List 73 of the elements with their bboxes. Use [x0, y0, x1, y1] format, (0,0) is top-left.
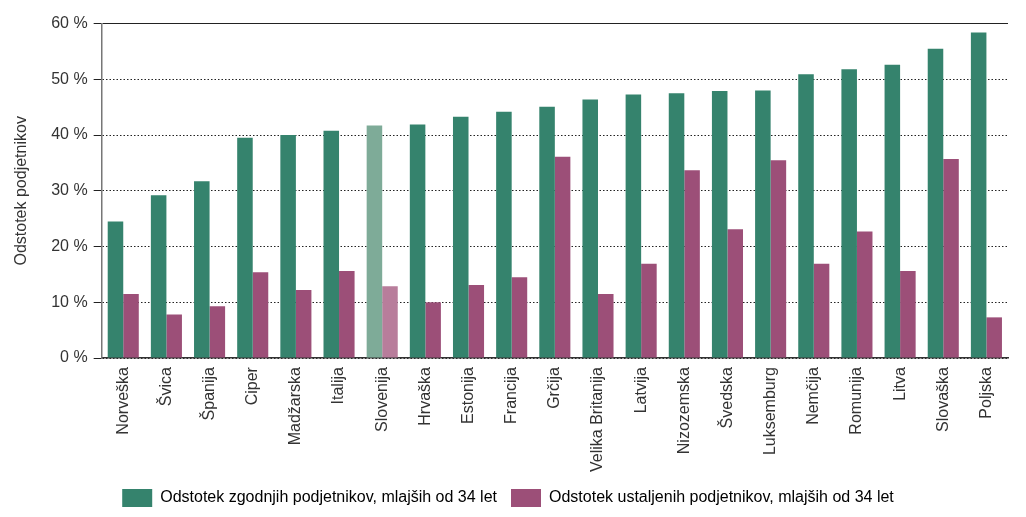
bar	[107, 221, 124, 358]
bar	[711, 91, 728, 358]
bar	[382, 286, 398, 358]
bar	[943, 159, 959, 358]
bar	[727, 229, 744, 358]
legend-label: Odstotek zgodnjih podjetnikov, mlajših od 34 let	[160, 488, 498, 506]
bar	[252, 272, 269, 358]
bar	[425, 302, 441, 358]
y-tick-label: 20 %	[51, 236, 88, 254]
x-tick-label: Slovaška	[933, 366, 951, 432]
bar	[841, 69, 857, 358]
x-tick-label: Litva	[890, 366, 908, 401]
x-tick-label: Nemčija	[804, 366, 822, 425]
bar	[468, 285, 485, 358]
bar	[209, 306, 226, 358]
x-tick-label: Latvija	[631, 366, 649, 414]
bar	[280, 135, 296, 358]
bar	[409, 124, 426, 358]
bar	[339, 271, 355, 358]
bar	[770, 160, 787, 358]
bar	[150, 195, 167, 358]
x-tick-label: Švica	[155, 366, 174, 407]
bar	[194, 181, 210, 358]
y-tick-label: 10 %	[51, 292, 88, 310]
y-tick-label: 0 %	[60, 348, 88, 366]
x-tick-label: Estonija	[458, 366, 476, 424]
bar	[237, 137, 253, 358]
bar	[986, 317, 1002, 358]
bar	[323, 130, 340, 358]
x-tick-label: Nizozemska	[674, 366, 692, 455]
x-tick-label: Luksemburg	[761, 367, 779, 456]
bar	[452, 116, 469, 358]
bar	[755, 90, 771, 358]
bar	[813, 263, 830, 358]
x-tick-label: Hrvaška	[415, 366, 433, 426]
x-tick-label: Švedska	[716, 366, 735, 429]
y-axis-title: Odstotek podjetnikov	[12, 116, 30, 266]
bar	[554, 156, 571, 358]
x-tick-label: Slovenija	[372, 366, 390, 432]
x-tick-label: Grčija	[545, 366, 563, 409]
bar	[927, 48, 944, 358]
y-tick-label: 50 %	[51, 69, 88, 87]
bar	[884, 64, 901, 358]
bar	[496, 111, 512, 358]
bar	[668, 93, 685, 358]
x-tick-label: Italija	[329, 366, 347, 405]
bar	[123, 293, 139, 358]
x-tick-label: Velika Britanija	[588, 366, 606, 473]
x-tick-label: Norveška	[113, 366, 131, 435]
bar	[539, 106, 555, 358]
y-tick-label: 40 %	[51, 125, 88, 143]
x-tick-label: Madžarska	[286, 366, 304, 446]
x-tick-label: Poljska	[976, 366, 994, 419]
bar	[625, 94, 642, 358]
y-tick-label: 60 %	[51, 14, 88, 32]
bar	[798, 74, 814, 358]
x-tick-label: Ciper	[243, 366, 261, 406]
bar	[295, 290, 312, 358]
bar	[641, 263, 657, 358]
bar	[366, 125, 383, 358]
bar	[166, 314, 182, 358]
bar	[582, 99, 598, 358]
x-tick-label: Romunija	[847, 366, 865, 435]
bar	[856, 231, 873, 358]
bar	[597, 293, 614, 358]
x-tick-label: Francija	[502, 366, 520, 424]
bar	[511, 277, 528, 358]
x-tick-label: Španija	[198, 366, 217, 421]
bar	[684, 170, 700, 358]
bar	[970, 32, 987, 358]
legend-label: Odstotek ustaljenih podjetnikov, mlajših od 34 let	[549, 488, 895, 506]
bar	[900, 271, 916, 358]
y-tick-label: 30 %	[51, 181, 88, 199]
